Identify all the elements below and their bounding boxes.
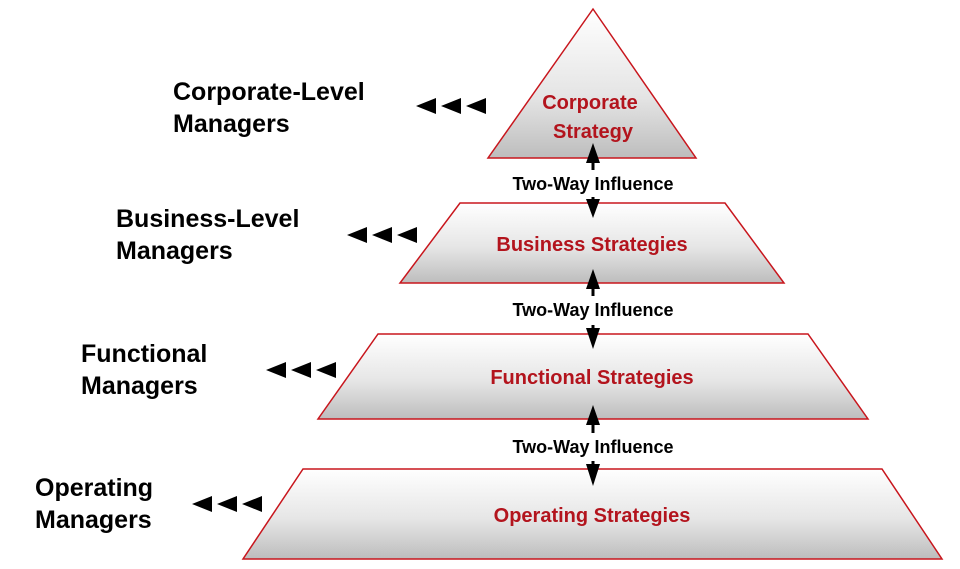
triple-left-arrow-icon [192,496,262,512]
corporate-level-managers-label: Corporate-Level Managers [173,78,365,138]
functional-strategies-tier [316,333,870,420]
triple-left-arrow-icon [347,227,417,243]
functional-strategies-label: Functional Strategies [490,367,693,389]
two-way-influence-connector-1: Two-Way Influence [512,143,674,218]
two-way-influence-label: Two-Way Influence [512,300,673,320]
triple-left-arrow-icon [266,362,336,378]
business-level-managers-label: Business-Level Managers [116,205,300,265]
corporate-strategy-label-line1: Corporate [542,92,638,114]
functional-managers-label: Functional Managers [81,340,208,400]
two-way-influence-label: Two-Way Influence [512,174,673,194]
business-strategies-tier [398,202,786,284]
corporate-strategy-label-line2: Strategy [553,121,634,143]
business-strategies-label: Business Strategies [496,234,687,256]
two-way-influence-connector-3: Two-Way Influence [512,405,674,486]
double-headed-vertical-arrow-icon [586,269,600,349]
operating-managers-label: Operating Managers [35,474,154,534]
two-way-influence-connector-2: Two-Way Influence [512,269,674,349]
triple-left-arrow-icon [416,98,486,114]
operating-strategies-tier [241,468,944,560]
operating-strategies-label: Operating Strategies [494,505,691,527]
double-headed-vertical-arrow-icon [586,405,600,486]
two-way-influence-label: Two-Way Influence [512,437,673,457]
double-headed-vertical-arrow-icon [586,143,600,218]
